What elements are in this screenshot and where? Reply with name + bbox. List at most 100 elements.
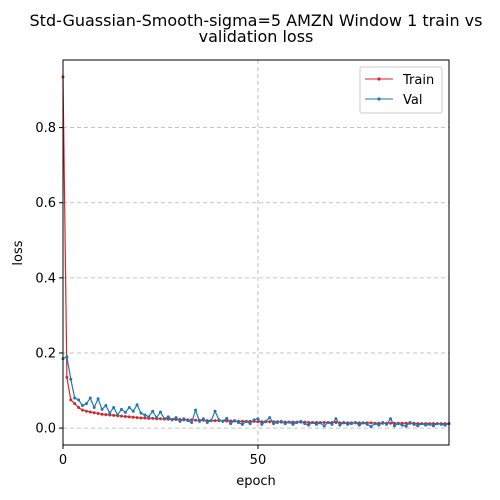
data-point-train [322, 420, 326, 424]
data-point-val [365, 422, 369, 426]
data-point-val [155, 416, 159, 420]
data-point-val [112, 405, 116, 409]
data-point-val [73, 396, 77, 400]
y-tick-label: 0.0 [35, 422, 56, 437]
data-point-val [330, 422, 334, 426]
data-point-val [100, 407, 104, 411]
data-point-val [389, 417, 393, 421]
data-point-val [443, 423, 447, 427]
data-point-val [88, 396, 92, 400]
data-point-val [322, 424, 326, 428]
data-point-val [197, 419, 201, 423]
data-point-train [127, 415, 131, 419]
data-point-train [158, 417, 162, 421]
data-point-train [334, 420, 338, 424]
data-point-val [311, 420, 315, 424]
data-point-val [139, 411, 143, 415]
data-point-val [396, 422, 400, 426]
data-point-val [307, 423, 311, 427]
data-point-train [416, 422, 420, 426]
data-point-val [96, 397, 100, 401]
chart-title-line-1: Std-Guassian-Smooth-sigma=5 AMZN Window … [30, 11, 483, 30]
data-point-train [80, 408, 84, 412]
data-point-val [194, 408, 198, 412]
data-point-val [357, 423, 361, 427]
chart-title-line-2: validation loss [199, 27, 314, 46]
series-val [61, 355, 451, 429]
data-point-val [404, 424, 408, 428]
data-point-train [213, 419, 217, 423]
data-point-val [373, 422, 377, 426]
data-point-val [295, 420, 299, 424]
data-point-val [314, 422, 318, 426]
data-point-val [275, 420, 279, 424]
data-point-val [162, 417, 166, 421]
ticks: 0.0 0.2 0.4 0.6 0.8 0 50 [35, 121, 266, 468]
legend-train-marker [377, 77, 381, 81]
x-tick-label: 50 [250, 453, 267, 468]
data-point-val [92, 405, 96, 409]
data-point-val [123, 410, 127, 414]
data-point-val [318, 421, 322, 425]
data-point-val [131, 409, 135, 413]
data-point-val [256, 417, 260, 421]
data-point-train [357, 421, 361, 425]
data-point-train [139, 416, 143, 420]
data-point-val [135, 403, 139, 407]
data-point-val [248, 422, 252, 426]
data-point-val [170, 418, 174, 422]
data-point-val [353, 420, 357, 424]
data-point-train [84, 409, 88, 413]
data-point-train [104, 413, 108, 417]
data-point-val [236, 420, 240, 424]
data-point-train [307, 420, 311, 424]
data-point-val [334, 417, 338, 421]
data-point-train [131, 415, 135, 419]
data-point-train [92, 411, 96, 415]
data-point-val [416, 424, 420, 428]
plot-frame [62, 59, 450, 446]
data-point-val [369, 425, 373, 429]
legend-val-marker [377, 97, 381, 101]
data-point-val [233, 419, 237, 423]
data-point-val [392, 424, 396, 428]
data-point-val [143, 413, 147, 417]
x-axis-label: epoch [236, 474, 276, 489]
data-point-train [151, 416, 155, 420]
data-point-val [291, 422, 295, 426]
data-point-val [186, 419, 190, 423]
data-point-train [112, 413, 116, 417]
data-point-train [404, 421, 408, 425]
data-point-val [217, 418, 221, 422]
data-point-val [147, 415, 151, 419]
data-point-train [73, 402, 77, 406]
data-point-val [268, 416, 272, 420]
data-point-val [412, 422, 416, 426]
x-tick-label: 0 [59, 453, 67, 468]
data-point-val [182, 417, 186, 421]
data-point-val [326, 420, 330, 424]
data-point-val [435, 422, 439, 426]
y-tick-label: 0.2 [35, 346, 56, 361]
data-point-val [350, 422, 354, 426]
data-point-val [108, 411, 112, 415]
data-point-val [377, 423, 381, 427]
legend: Train Val [359, 66, 443, 114]
series-line-val [62, 356, 450, 428]
data-point-val [342, 420, 346, 424]
data-point-val [158, 410, 162, 414]
data-point-train [268, 420, 272, 424]
data-point-val [252, 418, 256, 422]
data-point-val [190, 420, 194, 424]
data-point-train [240, 419, 244, 423]
data-point-val [80, 404, 84, 408]
data-point-val [361, 421, 365, 425]
data-point-val [151, 409, 155, 413]
y-axis-label: loss [11, 240, 26, 265]
data-point-train [369, 421, 373, 425]
data-point-val [283, 422, 287, 426]
legend-val-label: Val [403, 93, 422, 108]
data-point-val [424, 423, 428, 427]
data-point-val [178, 419, 182, 423]
